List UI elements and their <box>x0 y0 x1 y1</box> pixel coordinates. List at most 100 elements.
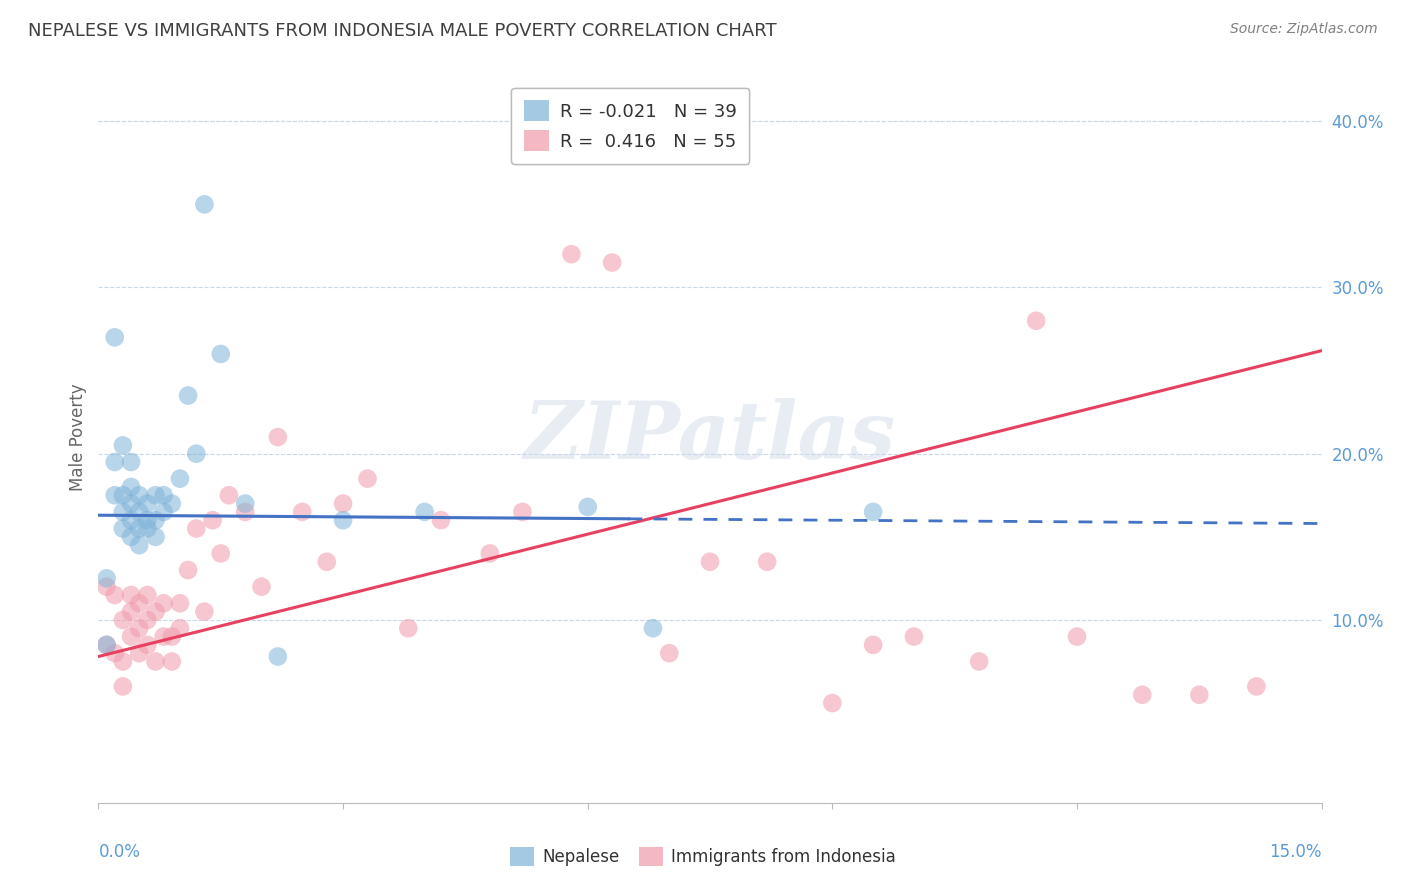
Point <box>862 638 884 652</box>
Point <box>145 488 167 502</box>
Point <box>576 500 599 514</box>
Point <box>560 247 582 261</box>
Point <box>120 455 142 469</box>
Point <box>396 621 419 635</box>
Point <box>145 655 167 669</box>
Point <box>111 488 134 502</box>
Point <box>193 197 215 211</box>
Point <box>430 513 453 527</box>
Point <box>218 488 240 502</box>
Point <box>120 513 142 527</box>
Point <box>128 646 150 660</box>
Point <box>128 596 150 610</box>
Point <box>169 472 191 486</box>
Point <box>96 580 118 594</box>
Point <box>136 521 159 535</box>
Point <box>250 580 273 594</box>
Point <box>1188 688 1211 702</box>
Point <box>903 630 925 644</box>
Text: ZIPatlas: ZIPatlas <box>524 399 896 475</box>
Point <box>152 630 174 644</box>
Point <box>267 649 290 664</box>
Text: NEPALESE VS IMMIGRANTS FROM INDONESIA MALE POVERTY CORRELATION CHART: NEPALESE VS IMMIGRANTS FROM INDONESIA MA… <box>28 22 776 40</box>
Point <box>120 480 142 494</box>
Point <box>128 505 150 519</box>
Point <box>169 621 191 635</box>
Point <box>111 505 134 519</box>
Point <box>104 488 127 502</box>
Point <box>120 588 142 602</box>
Point <box>160 630 183 644</box>
Point <box>152 596 174 610</box>
Point <box>111 655 134 669</box>
Point <box>145 530 167 544</box>
Legend: Nepalese, Immigrants from Indonesia: Nepalese, Immigrants from Indonesia <box>503 840 903 873</box>
Point <box>145 513 167 527</box>
Point <box>120 605 142 619</box>
Point <box>658 646 681 660</box>
Point <box>186 447 208 461</box>
Point <box>186 521 208 535</box>
Point <box>332 513 354 527</box>
Point <box>209 546 232 560</box>
Point <box>120 630 142 644</box>
Point <box>120 497 142 511</box>
Point <box>111 613 134 627</box>
Point <box>160 655 183 669</box>
Point <box>136 613 159 627</box>
Point <box>201 513 224 527</box>
Point <box>1246 680 1268 694</box>
Point <box>233 497 256 511</box>
Point <box>1130 688 1153 702</box>
Text: 15.0%: 15.0% <box>1270 843 1322 861</box>
Point <box>136 638 159 652</box>
Point <box>512 505 534 519</box>
Point <box>233 505 256 519</box>
Y-axis label: Male Poverty: Male Poverty <box>69 384 87 491</box>
Point <box>111 521 134 535</box>
Point <box>128 621 150 635</box>
Point <box>967 655 990 669</box>
Point <box>315 555 337 569</box>
Point <box>104 330 127 344</box>
Point <box>104 588 127 602</box>
Point <box>136 497 159 511</box>
Text: 0.0%: 0.0% <box>98 843 141 861</box>
Point <box>104 646 127 660</box>
Text: Source: ZipAtlas.com: Source: ZipAtlas.com <box>1230 22 1378 37</box>
Point <box>821 696 844 710</box>
Point <box>96 638 118 652</box>
Point <box>128 488 150 502</box>
Point <box>145 605 167 619</box>
Point <box>332 497 354 511</box>
Point <box>413 505 436 519</box>
Point <box>209 347 232 361</box>
Point <box>862 505 884 519</box>
Point <box>356 472 378 486</box>
Point <box>641 621 664 635</box>
Point <box>160 497 183 511</box>
Point <box>152 488 174 502</box>
Point <box>104 455 127 469</box>
Point <box>1066 630 1088 644</box>
Legend: R = -0.021   N = 39, R =  0.416   N = 55: R = -0.021 N = 39, R = 0.416 N = 55 <box>512 87 749 164</box>
Point <box>96 638 118 652</box>
Point <box>177 563 200 577</box>
Point <box>136 588 159 602</box>
Point <box>1025 314 1047 328</box>
Point <box>96 571 118 585</box>
Point <box>111 680 134 694</box>
Point <box>152 505 174 519</box>
Point <box>267 430 290 444</box>
Point <box>291 505 314 519</box>
Point <box>756 555 779 569</box>
Point <box>111 438 134 452</box>
Point <box>600 255 623 269</box>
Point <box>177 388 200 402</box>
Point <box>699 555 721 569</box>
Point <box>136 513 159 527</box>
Point <box>193 605 215 619</box>
Point <box>128 538 150 552</box>
Point <box>478 546 501 560</box>
Point <box>128 521 150 535</box>
